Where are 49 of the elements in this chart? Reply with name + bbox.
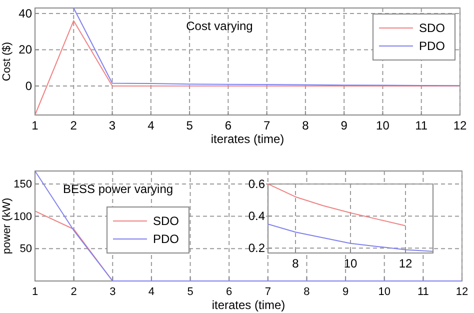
- x-tick-label: 4: [148, 286, 155, 298]
- x-tick-label: 1: [32, 118, 39, 133]
- y-tick-label: 0.2: [248, 241, 266, 256]
- x-tick-label: 8: [302, 118, 310, 133]
- x-tick-label: 7: [264, 286, 271, 298]
- x-tick-label: 2: [70, 286, 77, 298]
- text: Cost varying: [186, 19, 253, 33]
- x-tick-label: 10: [344, 256, 358, 271]
- y-axis-title: power (kW): [1, 198, 13, 254]
- text: BESS power varying: [63, 182, 174, 196]
- x-axis-title: iterates (time): [212, 298, 286, 312]
- x-tick-label: 10: [378, 286, 390, 298]
- y-tick-label: 0.4: [248, 208, 266, 223]
- x-tick-label: 11: [417, 286, 429, 298]
- x-tick-label: 12: [456, 286, 468, 298]
- line-series: [268, 184, 406, 226]
- x-tick-label: 6: [226, 286, 232, 298]
- x-axis-title: iterates (time): [210, 132, 284, 146]
- x-tick-label: 3: [108, 118, 116, 133]
- y-tick-label: 40: [18, 6, 32, 20]
- legend-label: SDO: [419, 21, 446, 35]
- line-series: [268, 224, 433, 252]
- x-tick-label: 8: [304, 286, 310, 298]
- x-tick-label: 6: [224, 118, 232, 133]
- y-tick-label: 100: [14, 210, 32, 223]
- y-tick-label: 0: [25, 78, 32, 93]
- legend-label: PDO: [419, 39, 446, 53]
- x-tick-label: 3: [110, 286, 116, 298]
- legend-label: PDO: [153, 232, 180, 246]
- x-tick-label: 12: [398, 256, 412, 271]
- x-tick-label: 12: [453, 118, 467, 133]
- x-tick-label: 10: [376, 118, 390, 133]
- x-tick-label: 7: [263, 118, 270, 133]
- x-tick-label: 1: [32, 286, 38, 298]
- x-tick-label: 8: [292, 256, 300, 271]
- x-tick-label: 9: [340, 118, 348, 133]
- x-tick-label: 5: [186, 118, 194, 133]
- x-tick-label: 9: [342, 286, 349, 298]
- x-tick-label: 11: [415, 118, 428, 133]
- y-tick-label: 0.6: [248, 176, 266, 191]
- x-tick-label: 4: [148, 118, 155, 133]
- legend-label: SDO: [153, 214, 180, 228]
- y-tick-label: 150: [14, 178, 32, 190]
- line-series: [73, 8, 460, 86]
- x-tick-label: 2: [70, 118, 78, 133]
- y-tick-label: 20: [18, 42, 32, 57]
- y-axis-title: Cost ($): [1, 42, 13, 82]
- x-tick-label: 5: [187, 286, 194, 298]
- y-tick-label: 50: [20, 243, 32, 256]
